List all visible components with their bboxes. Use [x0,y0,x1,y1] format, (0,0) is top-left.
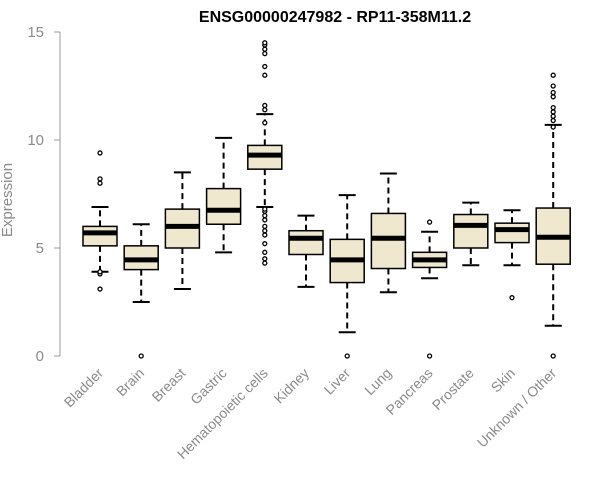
y-tick-label: 0 [36,348,44,365]
outlier-point [550,113,556,119]
outlier-point [262,241,268,247]
box-group [123,223,159,359]
y-tick-label: 10 [27,132,44,149]
x-tick-label: Bladder [61,365,107,411]
x-tick-label: Skin [488,365,519,396]
outlier-point [550,104,556,111]
x-tick-label: Liver [321,365,354,398]
outlier-point [550,353,556,359]
box-group [329,194,365,359]
y-axis: 0 5 10 15 [27,24,61,365]
outlier-point [550,109,556,115]
outlier-point [262,102,268,109]
outlier-point [262,256,268,262]
outlier-point [550,124,556,130]
outlier-point [262,217,268,223]
box-group [82,150,118,292]
outlier-point [262,46,268,52]
box-group [288,214,324,288]
box-group [453,201,489,267]
box-group [164,171,201,291]
outlier-point [550,83,556,89]
box-group [370,172,407,294]
outlier-point [262,107,268,113]
x-tick-label: Prostate [429,365,477,413]
outlier-point [262,260,268,266]
outlier-point [550,94,556,100]
x-tick-label: Kidney [271,365,313,407]
outlier-point [550,72,556,78]
outlier-point [262,232,268,238]
box-group [494,209,530,301]
outlier-point [550,89,556,96]
outlier-point [509,295,515,301]
outlier-point [97,180,103,186]
y-axis-label: Expression [0,163,16,237]
outlier-point [262,206,268,212]
y-tick-label: 15 [27,24,44,41]
box-layer [82,40,571,359]
outlier-point [262,228,268,234]
x-tick-label: Brain [113,365,147,399]
iqr-box [82,225,118,247]
outlier-point [97,176,103,182]
outlier-point [262,120,268,126]
outlier-point [262,63,268,70]
outlier-point [262,50,268,57]
outlier-point [344,353,350,359]
x-tick-label: Breast [149,365,189,405]
box-group [411,219,448,359]
box-group [535,72,571,359]
y-tick-label: 5 [36,240,44,257]
outlier-point [262,223,268,230]
outlier-point [426,219,433,225]
outlier-point [426,353,433,359]
box-group [205,136,242,254]
outlier-point [262,249,268,255]
outlier-point [262,212,268,219]
outlier-point [97,269,103,275]
outlier-point [550,117,556,124]
iqr-box [288,229,324,256]
outlier-point [262,72,268,78]
iqr-box [370,212,407,270]
outlier-point [97,286,103,292]
outlier-point [138,353,144,359]
box-group [247,40,283,266]
iqr-box [205,187,242,225]
iqr-box [453,213,489,249]
chart-title: ENSG00000247982 - RP11-358M11.2 [199,9,471,26]
iqr-box [494,222,530,244]
outlier-point [97,150,103,156]
x-tick-label: Lung [361,365,394,398]
outlier-point [262,40,268,46]
